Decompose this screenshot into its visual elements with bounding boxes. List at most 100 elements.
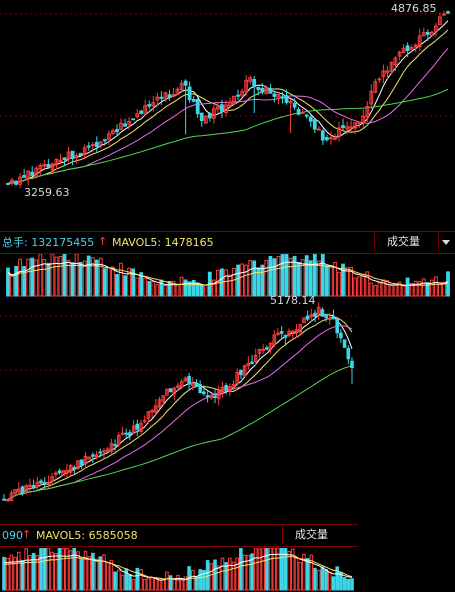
candle-body [257,88,260,90]
candle-body [40,481,43,483]
top-volume-header: 总手: 132175455 ↑ MAVOL5: 1478165 成交量 [0,231,455,254]
volume-bar [18,552,21,590]
candle-body [284,336,287,338]
top-volume-tab[interactable]: 成交量 [374,232,438,251]
candle-body [168,95,171,97]
volume-bar [258,549,261,590]
volume-bar [240,548,243,590]
volume-bar [62,549,65,590]
volume-bar [243,555,246,590]
candle-body [281,97,284,98]
top-mavol-label: MAVOL5: 1478165 [112,236,214,249]
volume-bar [188,282,191,296]
candle-body [116,130,119,132]
candle-body [306,316,309,319]
candle-body [237,95,240,96]
candle-body [15,182,18,185]
volume-bar [99,557,102,590]
volume-bar [87,256,90,296]
volume-bar [221,558,224,590]
volume-bar [277,257,280,296]
bottom-mavol-label: MAVOL5: 6585058 [36,529,138,542]
volume-bar [347,580,350,591]
candle-body [73,467,76,468]
volume-bar [143,580,146,591]
volume-bar [254,548,257,590]
volume-bar [249,261,252,296]
volume-bar [166,572,169,590]
volume-bar [7,268,10,296]
volume-bar [330,266,333,296]
volume-bar [338,272,341,296]
volume-bar [346,268,349,296]
candle-body [124,124,127,126]
candle-body [214,397,217,398]
candle-body [169,389,172,392]
bottom-high-price-label: 5178.14 [270,294,316,307]
volume-bar [136,568,139,590]
bottom-volume-chart [0,548,358,592]
volume-bar [168,282,171,297]
volume-bar [11,275,14,297]
candle-body [92,455,95,456]
candle-body [358,122,361,123]
volume-bar [313,255,316,297]
candle-body [206,396,209,397]
volume-bar [121,575,124,590]
volume-bar [309,261,312,296]
candle-body [334,138,337,139]
volume-bar [66,549,69,590]
candle-body [200,113,203,120]
candle-body [129,433,132,436]
bottom-candlestick-chart[interactable] [0,298,358,523]
volume-bar [414,281,417,296]
volume-bar [180,580,183,591]
candle-body [273,94,276,96]
volume-bar [73,548,76,590]
volume-bar [148,282,151,296]
top-volume-up-arrow: ↑ [98,235,107,248]
volume-bar [217,566,220,590]
candle-body [225,386,228,390]
candle-body [293,104,296,108]
candle-body [58,471,61,473]
volume-bar [32,553,35,590]
volume-bar [110,560,113,590]
candle-body [351,361,354,367]
volume-bar [281,255,284,296]
volume-bar [237,265,240,296]
volume-bar [325,570,328,590]
ma10-line [8,30,448,184]
volume-bar [114,572,117,590]
candle-body [330,138,333,139]
volume-bar [59,257,62,297]
volume-bar [31,258,34,296]
volume-bar [343,578,346,590]
candle-body [6,500,9,501]
volume-bar [204,285,207,296]
candle-body [285,96,288,103]
volume-bar [362,274,365,296]
candle-body [253,80,256,87]
top-volume-dropdown-icon[interactable] [438,232,453,251]
volume-bar [295,559,298,591]
candle-body [91,145,94,146]
volume-bar [321,567,324,590]
candle-body [221,105,224,112]
bottom-volume-tab[interactable]: 成交量 [282,525,358,544]
volume-bar [43,548,46,590]
candle-body [251,362,254,364]
top-volume-chart [0,254,455,298]
bottom-volume-header: 090 ↑ MAVOL5: 6585058 成交量 [0,524,358,547]
bottom-chart-panel: 5178.14 090 ↑ MAVOL5: 6585058 成交量 [0,298,455,592]
candle-body [121,433,124,434]
volume-bar [19,259,22,296]
volume-bar [40,548,43,590]
volume-bar [29,556,32,591]
volume-bar [156,285,159,296]
candle-body [447,12,450,14]
top-volume-total: 总手: 132175455 [2,236,94,249]
volume-bar [317,261,320,296]
volume-bar [273,259,276,296]
candle-body [240,370,243,374]
